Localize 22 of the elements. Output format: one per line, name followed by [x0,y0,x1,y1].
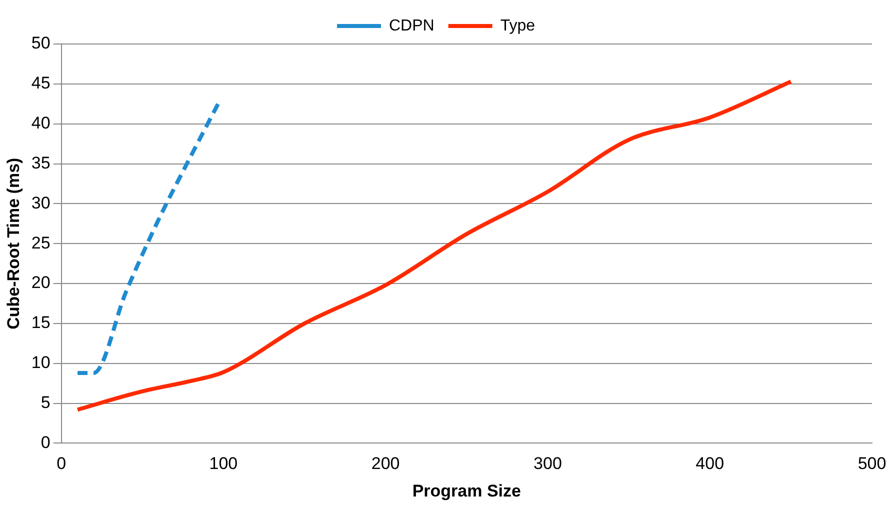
y-axis-title: Cube-Root Time (ms) [4,158,23,330]
y-tick-label: 20 [31,273,50,292]
y-tick-label: 35 [31,153,50,172]
x-tick-label: 100 [209,454,238,474]
x-tick-label: 300 [534,454,562,474]
x-tick-label: 0 [56,454,66,474]
y-tick-label: 40 [31,114,50,133]
legend-label: CDPN [388,17,434,34]
x-axis-title: Program Size [412,481,521,500]
x-tick-label: 400 [696,454,724,474]
legend-label: Type [500,17,536,34]
y-tick-label: 45 [31,74,50,93]
y-tick-label: 10 [31,353,50,372]
y-tick-label: 0 [40,432,50,452]
y-tick-label: 25 [31,233,50,252]
line-series [76,80,793,412]
y-tick-label: 15 [31,313,50,332]
x-tick-label: 500 [858,454,886,474]
x-tick-label: 200 [371,454,400,474]
y-tick-label: 30 [31,193,50,212]
y-tick-label: 5 [40,392,50,412]
y-tick-label: 50 [31,34,50,53]
